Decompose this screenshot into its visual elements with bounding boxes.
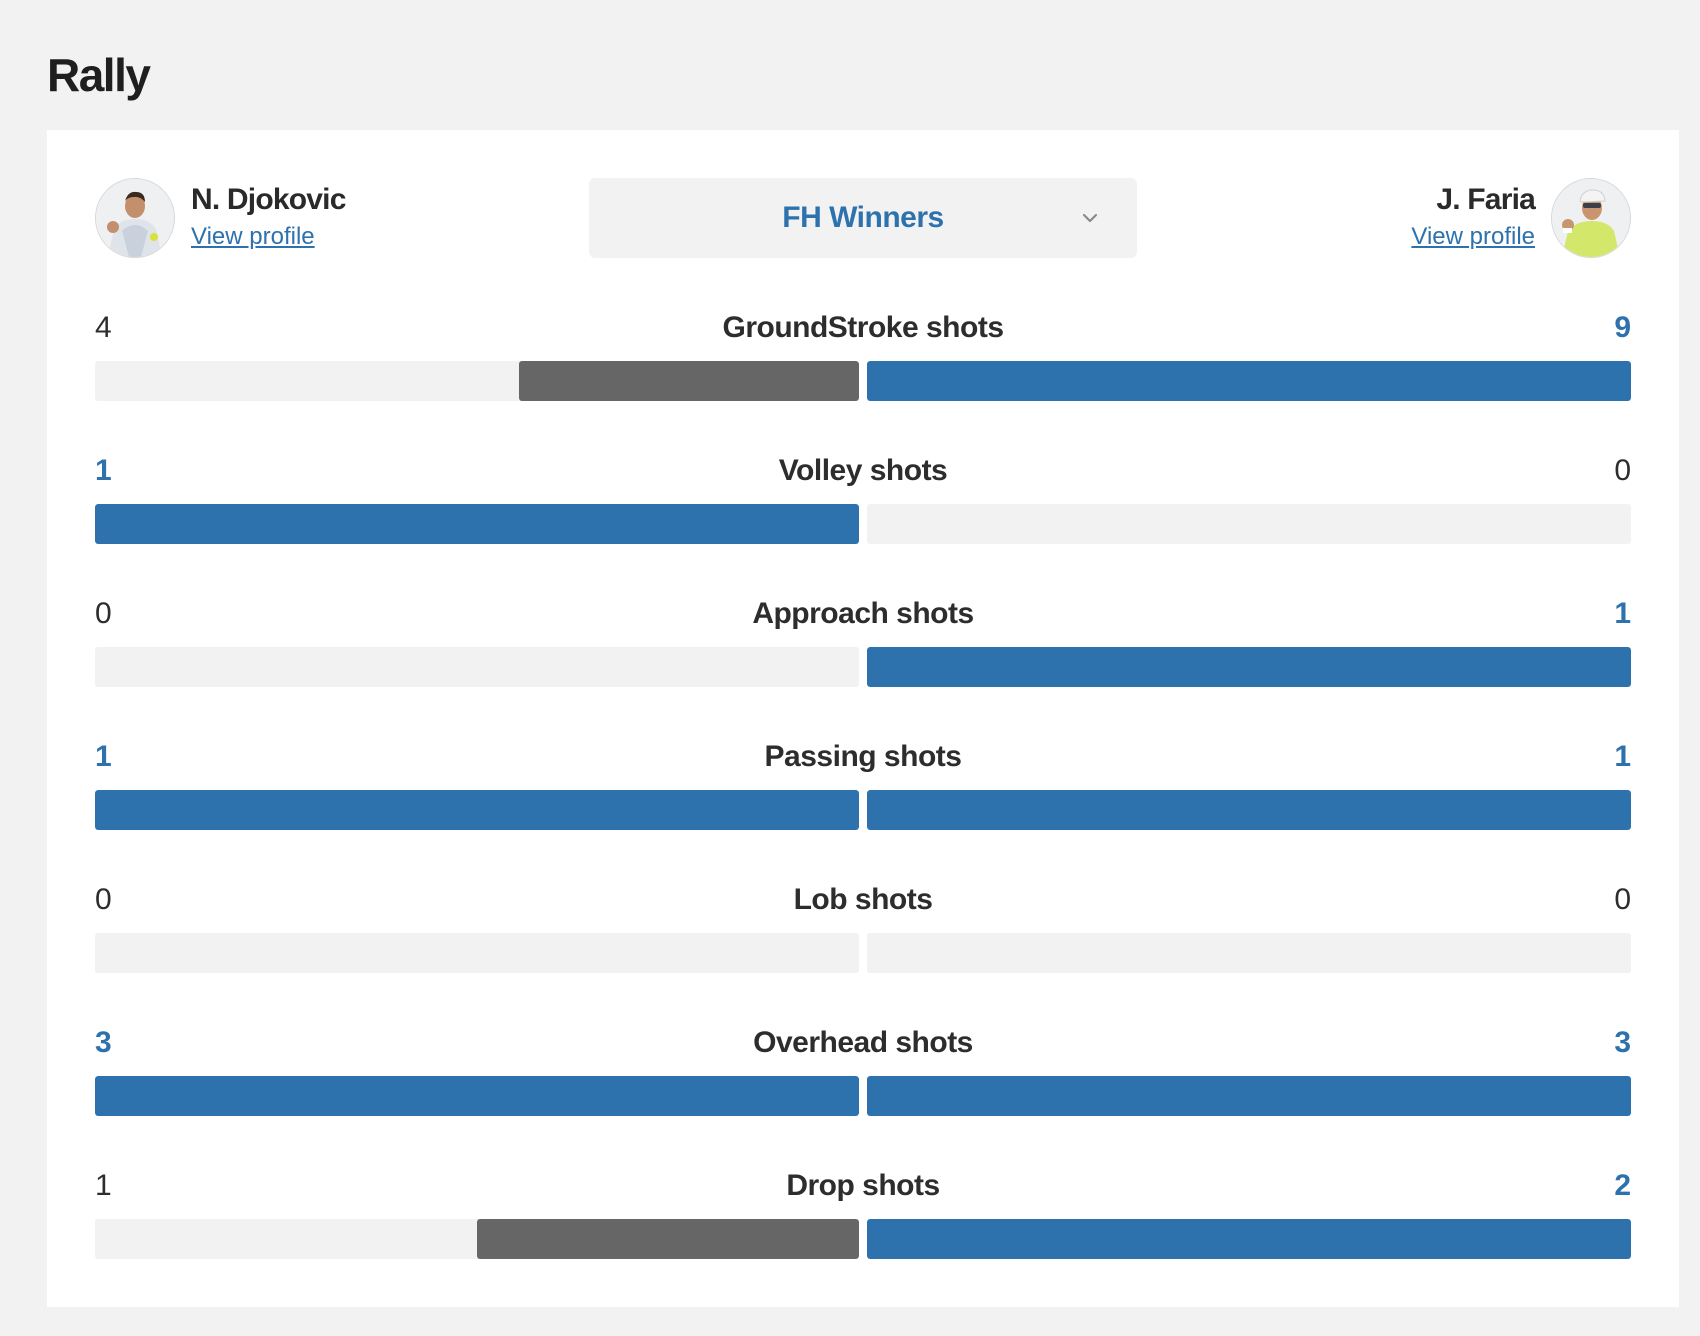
chevron-down-icon <box>1082 213 1098 223</box>
right-bar-track <box>867 1219 1631 1259</box>
player-right-avatar[interactable] <box>1551 178 1631 258</box>
player-left-avatar[interactable] <box>95 178 175 258</box>
right-bar-track <box>867 504 1631 544</box>
stat-label: GroundStroke shots <box>722 311 1004 344</box>
left-bar-fill <box>519 361 859 401</box>
left-bar-fill <box>477 1219 859 1259</box>
right-player-value: 1 <box>1614 740 1631 773</box>
stat-label: Approach shots <box>752 597 974 630</box>
stat-label: Overhead shots <box>753 1026 973 1059</box>
player-photo-icon <box>1552 179 1630 257</box>
stat-type-dropdown[interactable]: FH Winners <box>589 178 1137 258</box>
left-player-value: 0 <box>95 883 112 916</box>
left-bar-track <box>95 647 859 687</box>
stat-row-approach-shots-bars <box>95 647 1631 687</box>
right-bar-fill <box>867 647 1631 687</box>
stat-row-groundstroke-shots: GroundStroke shots 4 9 <box>95 306 1631 449</box>
player-photo-icon <box>96 179 174 257</box>
stat-label: Lob shots <box>793 883 933 916</box>
right-bar-track <box>867 361 1631 401</box>
left-player-value: 0 <box>95 597 112 630</box>
left-bar-track <box>95 361 859 401</box>
right-player-value: 1 <box>1614 597 1631 630</box>
player-left-name: N. Djokovic <box>191 183 346 216</box>
stat-row-passing-shots-bars <box>95 790 1631 830</box>
right-bar-track <box>867 790 1631 830</box>
stat-row-approach-shots-header: Approach shots 0 1 <box>95 592 1631 636</box>
stat-row-groundstroke-shots-header: GroundStroke shots 4 9 <box>95 306 1631 350</box>
stat-row-overhead-shots: Overhead shots 3 3 <box>95 1021 1631 1164</box>
left-bar-track <box>95 1076 859 1116</box>
left-player-value: 4 <box>95 311 112 344</box>
stat-row-lob-shots-bars <box>95 933 1631 973</box>
left-player-value: 1 <box>95 454 112 487</box>
stat-row-volley-shots-header: Volley shots 1 0 <box>95 449 1631 493</box>
stat-type-selected: FH Winners <box>782 201 944 234</box>
stat-row-overhead-shots-bars <box>95 1076 1631 1116</box>
right-bar-track <box>867 1076 1631 1116</box>
right-bar-track <box>867 647 1631 687</box>
right-bar-fill <box>867 361 1631 401</box>
stat-row-volley-shots-bars <box>95 504 1631 544</box>
stat-row-lob-shots-header: Lob shots 0 0 <box>95 878 1631 922</box>
right-player-value: 0 <box>1614 454 1631 487</box>
stat-rows: GroundStroke shots 4 9 Volley shots 1 0 Approa… <box>95 306 1631 1307</box>
right-bar-fill <box>867 1076 1631 1116</box>
stat-label: Volley shots <box>778 454 948 487</box>
player-right: J. Faria View profile <box>1411 178 1631 258</box>
player-left: N. Djokovic View profile <box>95 178 346 258</box>
section-title: Rally <box>47 49 151 101</box>
stat-row-lob-shots: Lob shots 0 0 <box>95 878 1631 1021</box>
stat-row-volley-shots: Volley shots 1 0 <box>95 449 1631 592</box>
stat-row-drop-shots-header: Drop shots 1 2 <box>95 1164 1631 1208</box>
rally-stats-card: N. Djokovic View profile FH Winners J. F… <box>47 130 1679 1307</box>
right-player-value: 0 <box>1614 883 1631 916</box>
left-bar-track <box>95 790 859 830</box>
left-bar-fill <box>95 504 859 544</box>
player-right-info: J. Faria View profile <box>1411 182 1535 254</box>
left-player-value: 3 <box>95 1026 112 1059</box>
stat-row-drop-shots-bars <box>95 1219 1631 1259</box>
stat-row-overhead-shots-header: Overhead shots 3 3 <box>95 1021 1631 1065</box>
stat-row-passing-shots-header: Passing shots 1 1 <box>95 735 1631 779</box>
right-player-value: 9 <box>1614 311 1631 344</box>
player-left-profile-link[interactable]: View profile <box>191 223 315 250</box>
player-left-info: N. Djokovic View profile <box>191 182 346 254</box>
left-bar-fill <box>95 1076 859 1116</box>
right-player-value: 2 <box>1614 1169 1631 1202</box>
right-bar-fill <box>867 790 1631 830</box>
left-bar-track <box>95 933 859 973</box>
stat-row-drop-shots: Drop shots 1 2 <box>95 1164 1631 1307</box>
stat-row-passing-shots: Passing shots 1 1 <box>95 735 1631 878</box>
stat-label: Drop shots <box>786 1169 940 1202</box>
right-bar-track <box>867 933 1631 973</box>
right-bar-fill <box>867 1219 1631 1259</box>
stat-row-approach-shots: Approach shots 0 1 <box>95 592 1631 735</box>
player-right-profile-link[interactable]: View profile <box>1411 223 1535 250</box>
left-player-value: 1 <box>95 1169 112 1202</box>
left-bar-track <box>95 1219 859 1259</box>
right-player-value: 3 <box>1614 1026 1631 1059</box>
stat-row-groundstroke-shots-bars <box>95 361 1631 401</box>
left-bar-track <box>95 504 859 544</box>
left-bar-fill <box>95 790 859 830</box>
player-right-name: J. Faria <box>1436 183 1535 216</box>
stat-label: Passing shots <box>764 740 962 773</box>
left-player-value: 1 <box>95 740 112 773</box>
